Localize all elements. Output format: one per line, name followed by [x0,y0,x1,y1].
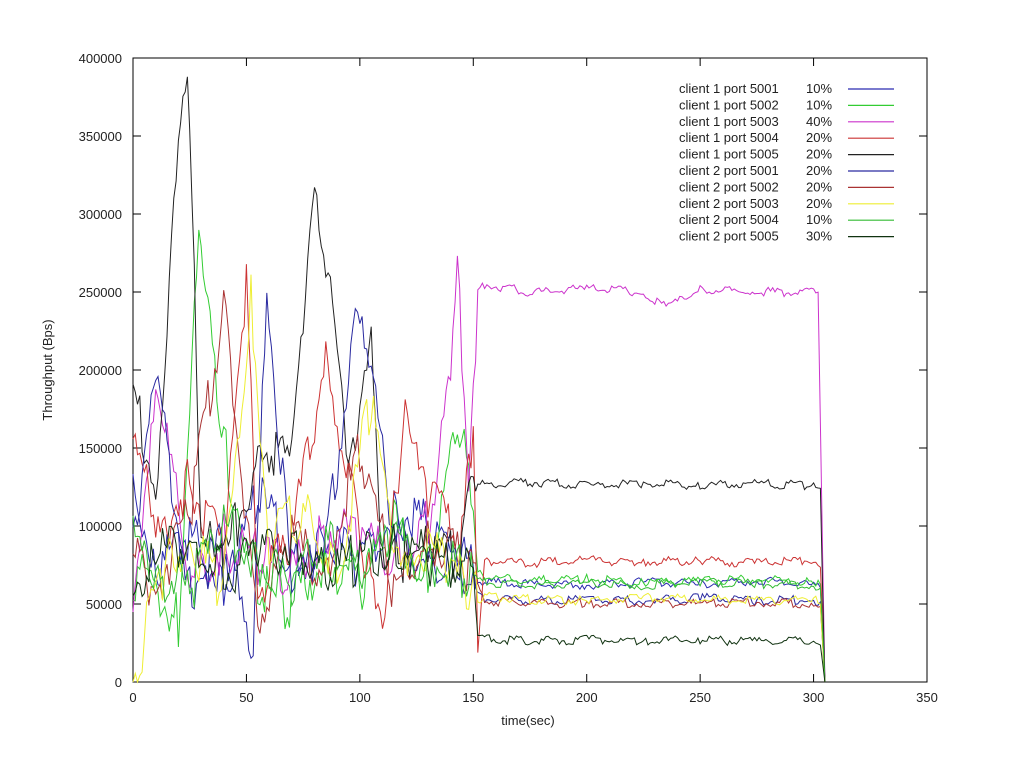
legend-share: 20% [806,147,832,162]
y-tick-label: 100000 [79,519,122,534]
axis-ticks [132,57,928,683]
legend-share: 20% [806,163,832,178]
y-tick-label: 350000 [79,129,122,144]
series-line [132,290,826,683]
y-tick-label: 250000 [79,285,122,300]
y-tick-label: 50000 [86,597,122,612]
legend-label: client 1 port 5001 [679,81,779,96]
legend-label: client 1 port 5004 [679,130,779,145]
y-tick-label: 300000 [79,207,122,222]
legend-label: client 2 port 5002 [679,179,779,194]
legend-share: 20% [806,196,832,211]
series-line [132,255,826,683]
legend: client 1 port 5001 10% client 1 port 5002 1… [679,81,894,244]
y-axis-label: Throughput (Bps) [40,319,55,420]
series-lines [132,76,826,684]
series-line [132,76,826,683]
series-line [132,504,826,683]
legend-label: client 1 port 5003 [679,114,779,129]
x-tick-label: 350 [916,690,938,705]
series-line [132,229,826,683]
legend-label: client 2 port 5005 [679,229,779,244]
x-tick-label: 200 [576,690,598,705]
y-tick-label: 0 [115,675,122,690]
x-tick-label: 300 [803,690,825,705]
x-axis-label: time(sec) [501,713,554,728]
legend-label: client 1 port 5005 [679,147,779,162]
legend-share: 20% [806,179,832,194]
x-tick-label: 250 [689,690,711,705]
legend-label: client 2 port 5004 [679,212,779,227]
legend-share: 40% [806,114,832,129]
y-tick-label: 200000 [79,363,122,378]
x-tick-label: 0 [129,690,136,705]
series-line [132,274,826,684]
legend-share: 10% [806,97,832,112]
series-line [132,264,826,683]
y-tick-label: 150000 [79,441,122,456]
x-tick-label: 150 [462,690,484,705]
legend-share: 10% [806,81,832,96]
legend-label: client 2 port 5003 [679,196,779,211]
legend-label: client 1 port 5002 [679,97,779,112]
legend-share: 10% [806,212,832,227]
y-tick-label: 400000 [79,51,122,66]
series-line [132,523,826,683]
x-tick-label: 50 [239,690,253,705]
legend-share: 20% [806,130,832,145]
legend-label: client 2 port 5001 [679,163,779,178]
tick-labels: 0 50 100 150 200 250 300 350 0 50000 100000 150000 2… [79,51,938,705]
legend-share: 30% [806,229,832,244]
x-tick-label: 100 [349,690,371,705]
series-line [132,292,826,683]
